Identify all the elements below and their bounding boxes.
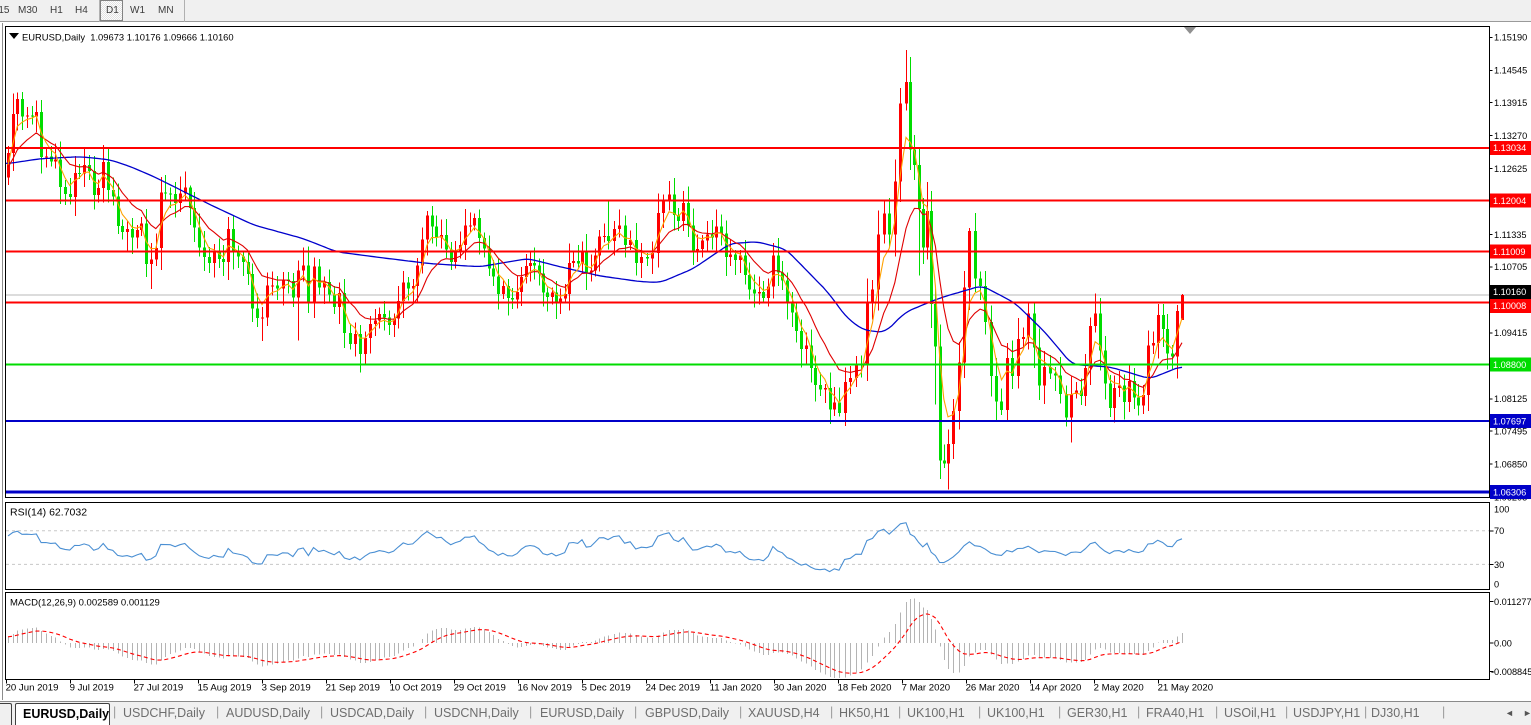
svg-text:16 Nov 2019: 16 Nov 2019 (518, 683, 572, 694)
svg-text:5 Dec 2019: 5 Dec 2019 (582, 683, 631, 694)
svg-text:3 Sep 2019: 3 Sep 2019 (262, 683, 311, 694)
svg-text:RSI(14) 62.7032: RSI(14) 62.7032 (10, 507, 87, 519)
svg-text:15 Aug 2019: 15 Aug 2019 (198, 683, 252, 694)
svg-text:1.07495: 1.07495 (1494, 426, 1527, 436)
svg-text:0.011277: 0.011277 (1494, 597, 1531, 607)
svg-text:18 Feb 2020: 18 Feb 2020 (838, 683, 892, 694)
svg-text:1.06850: 1.06850 (1494, 459, 1527, 469)
svg-text:11 Jan 2020: 11 Jan 2020 (710, 683, 762, 694)
svg-text:-0.008845: -0.008845 (1491, 667, 1531, 677)
svg-text:1.10705: 1.10705 (1494, 262, 1527, 272)
svg-text:1.13034: 1.13034 (1493, 143, 1526, 153)
svg-text:1.12625: 1.12625 (1494, 164, 1527, 174)
svg-text:30: 30 (1494, 560, 1504, 570)
svg-text:26 Mar 2020: 26 Mar 2020 (966, 683, 1020, 694)
svg-text:100: 100 (1494, 505, 1509, 515)
svg-text:1.13270: 1.13270 (1494, 131, 1527, 141)
svg-text:1.11009: 1.11009 (1493, 247, 1526, 257)
svg-text:1.15190: 1.15190 (1494, 33, 1527, 43)
svg-text:1.08800: 1.08800 (1493, 360, 1526, 370)
svg-text:1.10008: 1.10008 (1493, 301, 1526, 311)
svg-text:9 Jul 2019: 9 Jul 2019 (70, 683, 114, 694)
svg-text:MACD(12,26,9) 0.002589 0.00112: MACD(12,26,9) 0.002589 0.001129 (10, 598, 160, 609)
svg-text:70: 70 (1494, 526, 1504, 536)
svg-text:27 Jul 2019: 27 Jul 2019 (134, 683, 184, 694)
svg-text:29 Oct 2019: 29 Oct 2019 (454, 683, 506, 694)
svg-text:1.13915: 1.13915 (1494, 98, 1527, 108)
svg-text:1.06306: 1.06306 (1493, 488, 1526, 498)
svg-text:7 Mar 2020: 7 Mar 2020 (902, 683, 951, 694)
svg-text:21 Sep 2019: 21 Sep 2019 (326, 683, 380, 694)
svg-text:0: 0 (1494, 580, 1499, 590)
svg-text:30 Jan 2020: 30 Jan 2020 (774, 683, 827, 694)
svg-text:1.11335: 1.11335 (1494, 230, 1527, 240)
svg-text:10 Oct 2019: 10 Oct 2019 (390, 683, 442, 694)
svg-text:1.09415: 1.09415 (1494, 328, 1527, 338)
svg-text:1.08125: 1.08125 (1494, 394, 1527, 404)
svg-text:2 May 2020: 2 May 2020 (1094, 683, 1144, 694)
svg-text:14 Apr 2020: 14 Apr 2020 (1030, 683, 1082, 694)
svg-text:21 May 2020: 21 May 2020 (1158, 683, 1213, 694)
svg-text:24 Dec 2019: 24 Dec 2019 (646, 683, 700, 694)
svg-text:EURUSD,Daily 1.09673 1.10176: EURUSD,Daily 1.09673 1.10176 1.09666 1.1… (22, 32, 234, 43)
svg-text:1.12004: 1.12004 (1493, 196, 1526, 206)
svg-text:20 Jun 2019: 20 Jun 2019 (6, 683, 59, 694)
svg-text:1.10160: 1.10160 (1493, 287, 1526, 297)
svg-text:1.07697: 1.07697 (1493, 416, 1526, 426)
svg-text:0.00: 0.00 (1494, 639, 1512, 649)
svg-text:1.14545: 1.14545 (1494, 66, 1527, 76)
